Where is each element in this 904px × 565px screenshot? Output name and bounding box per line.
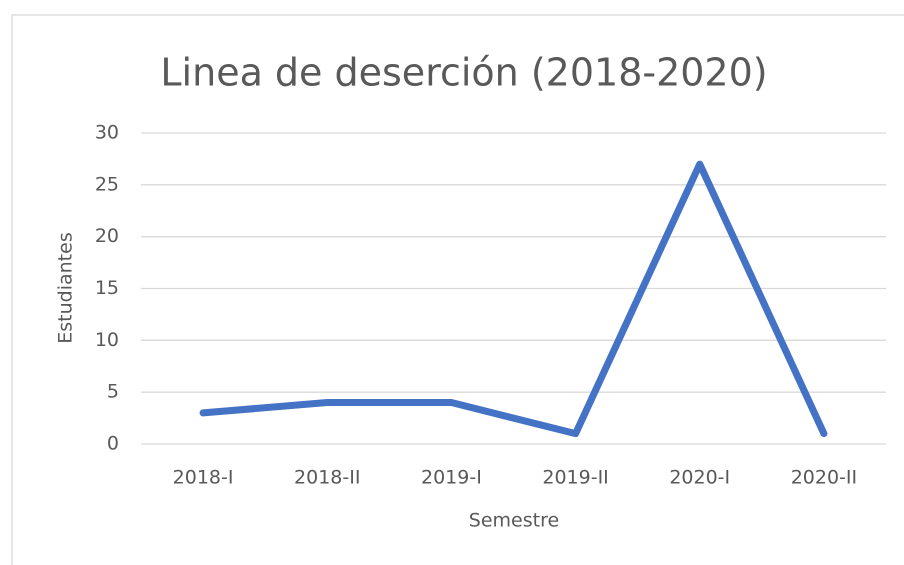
y-tick-label: 25 bbox=[95, 173, 119, 195]
x-tick-label: 2019-I bbox=[421, 467, 482, 489]
chart-title: Linea de deserción (2018-2020) bbox=[160, 51, 767, 95]
y-tick-label: 5 bbox=[107, 381, 119, 403]
y-tick-label: 10 bbox=[95, 329, 119, 351]
x-tick-label: 2020-I bbox=[669, 467, 730, 489]
y-tick-label: 20 bbox=[95, 225, 119, 247]
y-tick-label: 30 bbox=[95, 122, 119, 144]
y-tick-label: 15 bbox=[95, 277, 119, 299]
y-tick-label: 0 bbox=[107, 433, 119, 455]
y-axis-label: Estudiantes bbox=[55, 232, 77, 343]
x-tick-label: 2019-II bbox=[542, 467, 608, 489]
x-tick-label: 2018-II bbox=[294, 467, 360, 489]
data-line bbox=[199, 160, 828, 438]
x-tick-label: 2020-II bbox=[791, 467, 857, 489]
x-axis-label: Semestre bbox=[469, 510, 559, 532]
x-tick-label: 2018-I bbox=[173, 467, 234, 489]
